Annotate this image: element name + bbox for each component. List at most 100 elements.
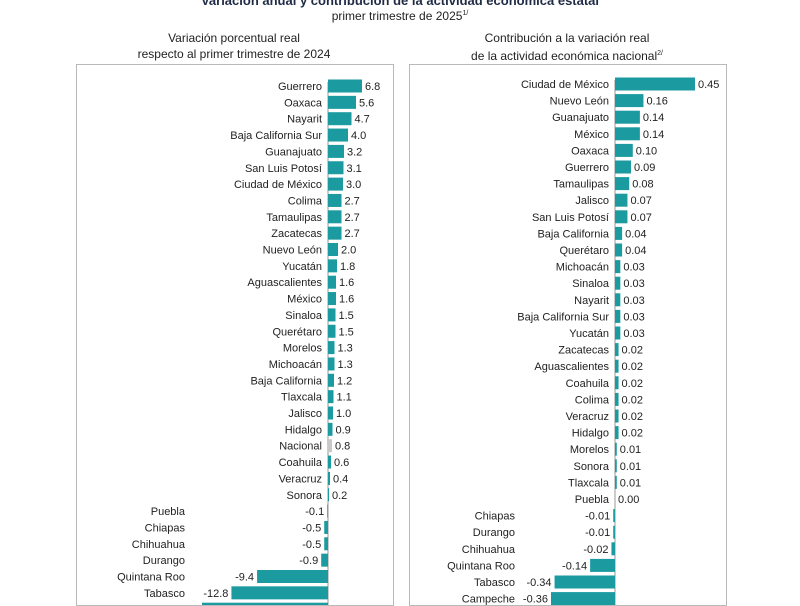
bar [328,341,335,355]
category-label: San Luis Potosí [245,163,322,175]
value-label: 6.8 [365,81,380,93]
value-label: 3.2 [347,146,362,158]
bar [615,459,617,473]
bar [324,537,328,551]
bar [615,376,619,390]
value-label: 5.6 [359,97,374,109]
category-label: Sonora [574,461,610,473]
category-label: Aguascalientes [534,361,609,373]
category-label: Baja California [250,375,322,387]
value-label: -0.01 [585,527,610,539]
bar [328,471,330,485]
bar [615,475,617,489]
category-label: Oaxaca [571,145,610,157]
category-label: Colima [288,195,323,207]
category-label: Nuevo León [263,245,322,257]
category-label: Sinaloa [572,278,610,290]
bar [551,592,615,605]
category-label: México [287,294,322,306]
bar [615,276,621,290]
bar [328,210,342,224]
bar [615,177,630,191]
bar [328,488,329,502]
left-heading-line2: respecto al primer trimestre de 2024 [137,47,331,61]
value-label: -0.36 [523,594,548,605]
category-label: Jalisco [575,195,609,207]
category-label: Jalisco [288,408,322,420]
chart-subtitle: primer trimestre de 20251/ [0,9,800,23]
bar [327,504,328,518]
bar [615,160,631,174]
value-label: 0.03 [623,262,644,274]
value-label: 0.08 [632,179,653,191]
left-chart-panel: 6.8 Guerrero 5.6 Oaxaca 4.7 Nayarit 4.0 Baja Ca… [76,64,394,606]
bar [257,570,328,583]
bar [328,373,334,387]
bar [615,359,619,373]
bar [328,439,332,453]
category-label: Chihuahua [462,544,516,556]
bar [613,525,615,539]
category-label: Tlaxcala [568,477,610,489]
value-label: 4.0 [351,130,366,142]
value-label: 0.02 [622,411,643,423]
category-label: Tamaulipas [266,212,322,224]
category-label: Baja California Sur [230,130,322,142]
bar [328,193,342,207]
value-label: 2.7 [345,212,360,224]
bar [615,442,617,456]
bar [328,390,334,404]
bar [231,586,328,600]
value-label: 0.04 [625,245,646,257]
category-label: Colima [575,394,610,406]
value-label: 0.02 [622,345,643,357]
category-label: Baja California [537,228,609,240]
category-label: Sinaloa [285,310,323,322]
bar [328,95,356,109]
value-label: 1.3 [338,343,353,355]
bar [328,144,344,158]
value-label: 1.3 [338,359,353,371]
left-panel-heading: Variación porcentual real respecto al pr… [76,30,392,62]
value-label: 0.01 [620,461,641,473]
left-bar-chart: 6.8 Guerrero 5.6 Oaxaca 4.7 Nayarit 4.0 Baja Ca… [117,79,380,605]
category-label: Quintana Roo [117,572,185,584]
category-label: Tamaulipas [553,179,609,191]
category-label: Morelos [283,343,323,355]
subtitle-note: 1/ [462,10,469,17]
bar [321,553,328,567]
category-label: Guanajuato [265,146,322,158]
bar [611,542,615,556]
category-label: Durango [143,555,185,567]
category-label: Zacatecas [558,345,609,357]
value-label: 1.2 [337,375,352,387]
category-label: Michoacán [556,262,609,274]
bar [615,326,621,340]
category-label: Guerrero [565,162,609,174]
value-label: 1.5 [339,326,354,338]
right-heading-line1: Contribución a la variación real [484,31,650,45]
bar [328,308,336,322]
bar [615,243,623,257]
value-label: -9.4 [235,572,254,584]
category-label: Sonora [287,490,323,502]
category-label: Ciudad de México [521,79,609,91]
category-label: Zacatecas [271,228,322,240]
bar [328,79,362,93]
category-label: Puebla [151,506,186,518]
category-label: Querétaro [272,326,322,338]
category-label: Guerrero [278,81,322,93]
bar [328,357,335,371]
bar [328,226,342,240]
bar [554,575,615,589]
subtitle-text: primer trimestre de 2025 [331,9,463,23]
value-label: -0.5 [302,539,321,551]
category-label: San Luis Potosí [532,212,609,224]
bar [328,128,348,142]
value-label: 0.03 [623,295,644,307]
value-label: 0.45 [698,79,719,91]
value-label: 0.07 [630,212,651,224]
category-label: Durango [473,527,515,539]
category-label: Guanajuato [552,112,609,124]
right-chart-panel: 0.45 Ciudad de México 0.16 Nuevo León 0.14 Gu… [409,64,727,606]
